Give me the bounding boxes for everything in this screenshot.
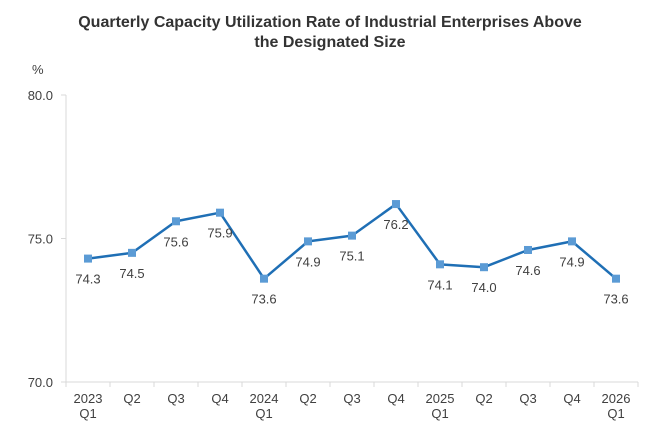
- data-label: 74.3: [75, 272, 100, 287]
- data-point-marker: [568, 237, 576, 246]
- data-label: 74.0: [471, 280, 496, 295]
- x-tick-label-line: 2025: [426, 391, 455, 406]
- data-point-marker: [436, 260, 444, 269]
- x-tick-label: Q3: [519, 391, 536, 406]
- x-tick-label: Q3: [343, 391, 360, 406]
- data-label: 73.6: [251, 292, 276, 307]
- data-label: 74.1: [427, 277, 452, 292]
- x-tick-label: 2025 Q1: [426, 391, 455, 421]
- x-tick-label-line: Q2: [475, 391, 492, 406]
- data-point-marker: [172, 217, 180, 226]
- data-label: 74.9: [559, 254, 584, 269]
- data-point-marker: [84, 254, 92, 263]
- data-label: 75.1: [339, 249, 364, 264]
- chart-title-line-2: the Designated Size: [254, 34, 406, 51]
- x-tick-label-line: Q4: [563, 391, 580, 406]
- data-label: 73.6: [603, 292, 628, 307]
- x-tick-label-line: Q1: [431, 406, 448, 421]
- x-tick-label-line: Q1: [255, 406, 272, 421]
- data-label: 76.2: [383, 217, 408, 232]
- y-tick-label: 75.0: [28, 232, 53, 247]
- data-point-marker: [392, 200, 400, 209]
- data-label: 74.6: [515, 263, 540, 278]
- x-tick-label: Q2: [123, 391, 140, 406]
- data-point-marker: [612, 274, 620, 283]
- data-point-marker: [480, 263, 488, 272]
- x-tick-label-line: Q2: [299, 391, 316, 406]
- x-tick-label: 2026 Q1: [602, 391, 631, 421]
- x-tick-label-line: Q1: [607, 406, 624, 421]
- y-tick-label: 70.0: [28, 375, 53, 390]
- data-point-marker: [524, 245, 532, 254]
- x-tick-label-line: Q4: [387, 391, 404, 406]
- data-label: 74.5: [119, 266, 144, 281]
- x-tick-label-line: Q3: [343, 391, 360, 406]
- data-point-marker: [260, 274, 268, 283]
- data-point-marker: [128, 248, 136, 257]
- x-tick-label: 2023 Q1: [74, 391, 103, 421]
- x-tick-label-line: Q3: [519, 391, 536, 406]
- x-tick-label-line: Q1: [79, 406, 96, 421]
- x-tick-label: Q4: [211, 391, 228, 406]
- x-tick-label-line: 2024: [250, 391, 279, 406]
- x-tick-label: Q2: [475, 391, 492, 406]
- data-point-marker: [216, 208, 224, 217]
- data-label: 74.9: [295, 254, 320, 269]
- data-label: 75.9: [207, 226, 232, 241]
- x-tick-label: Q3: [167, 391, 184, 406]
- x-tick-label: 2024 Q1: [250, 391, 279, 421]
- data-point-marker: [304, 237, 312, 246]
- x-tick-label-line: 2026: [602, 391, 631, 406]
- chart-title-line-1: Quarterly Capacity Utilization Rate of I…: [78, 14, 582, 31]
- x-tick-label-line: 2023: [74, 391, 103, 406]
- data-label: 75.6: [163, 234, 188, 249]
- x-tick-label: Q4: [387, 391, 404, 406]
- y-tick-label: 80.0: [28, 88, 53, 103]
- y-axis-unit-label: %: [32, 62, 44, 77]
- data-point-marker: [348, 231, 356, 240]
- chart-title: Quarterly Capacity Utilization Rate of I…: [0, 13, 660, 53]
- x-tick-label-line: Q3: [167, 391, 184, 406]
- x-tick-label-line: Q4: [211, 391, 228, 406]
- x-tick-label: Q2: [299, 391, 316, 406]
- x-tick-label: Q4: [563, 391, 580, 406]
- x-tick-label-line: Q2: [123, 391, 140, 406]
